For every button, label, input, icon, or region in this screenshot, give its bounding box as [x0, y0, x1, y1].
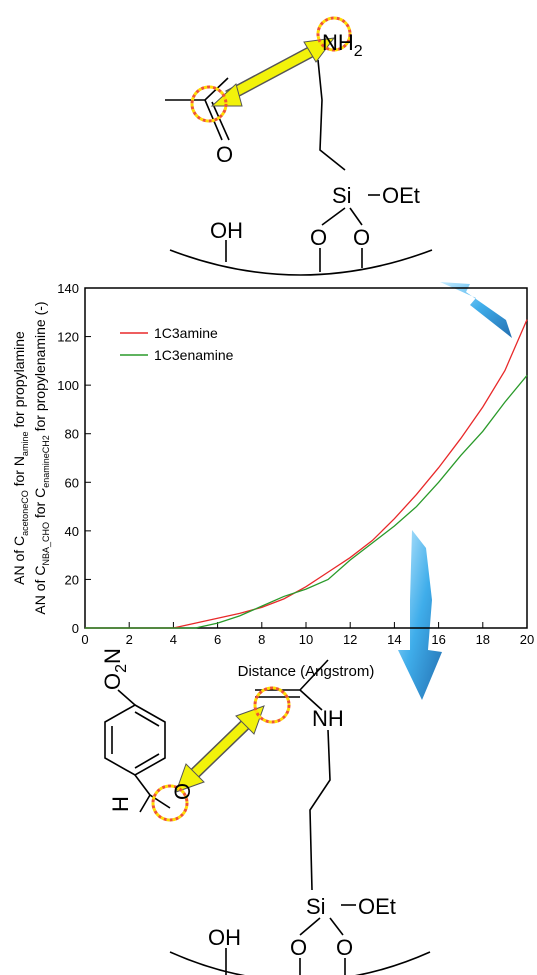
y-label-text: AN of C: [32, 566, 48, 615]
x-tick-label: 8: [258, 632, 265, 647]
y-tick-label: 0: [72, 621, 79, 636]
blue-arrow: [440, 282, 512, 338]
x-tick-label: 4: [170, 632, 177, 647]
y-label-text: for N: [11, 456, 27, 490]
y-tick-label: 60: [65, 475, 79, 490]
amine-text: NH: [322, 30, 354, 55]
x-axis-label: Distance (Angstrom): [238, 663, 375, 680]
y-label-text: for propylenamine (-): [32, 301, 48, 435]
line-series: [85, 319, 528, 629]
y-label-sub: NBA_CHO: [41, 522, 51, 566]
amine-sub: 2: [354, 43, 363, 60]
yellow-arrow: [175, 705, 265, 793]
nitro-label: O2N: [100, 648, 130, 690]
y-tick-label: 40: [65, 524, 79, 539]
x-tick-label: 10: [299, 632, 313, 647]
y-label-text: for C: [32, 488, 48, 522]
atom-label: O: [310, 225, 327, 250]
x-tick-label: 12: [343, 632, 357, 647]
atom-label: O: [216, 142, 233, 167]
x-tick-label: 6: [214, 632, 221, 647]
atom-label: O: [290, 935, 307, 960]
x-tick-label: 16: [431, 632, 445, 647]
bottom-structure: O2N NH H O Si OEt OH O O: [100, 648, 431, 975]
y-label-text: for propylamine: [11, 331, 27, 432]
y-label-text: AN of C: [11, 536, 27, 585]
y-axis-label: AN of CacetoneCO for Namine for propylam…: [11, 331, 30, 585]
y-tick-label: 140: [57, 281, 79, 296]
nitro-text: N: [100, 648, 125, 664]
x-tick-label: 2: [126, 632, 133, 647]
x-tick-label: 18: [476, 632, 490, 647]
atom-label: NH: [312, 706, 344, 731]
line-series: [85, 375, 528, 629]
atom-label: O: [353, 225, 370, 250]
nitro-sub: 2: [113, 664, 130, 673]
atom-label: H: [108, 796, 133, 812]
top-structure: NH2 O Si OEt OH O O: [165, 16, 433, 276]
y-tick-label: 80: [65, 427, 79, 442]
legend-label: 1C3amine: [154, 325, 218, 341]
x-tick-label: 0: [81, 632, 88, 647]
legend-label: 1C3enamine: [154, 347, 234, 363]
atom-label: OH: [210, 218, 243, 243]
blue-arrow: [398, 530, 442, 700]
y-label-sub: enamineCH2: [41, 435, 51, 488]
nitro-text: O: [100, 673, 125, 690]
chart: 0 2 4 6 8 10 12 14 16 18 20 0 20 40 60 80 100 120 140 Dista…: [11, 281, 534, 680]
atom-label: Si: [306, 894, 326, 919]
y-label-sub: acetoneCO: [20, 490, 30, 536]
x-tick-label: 20: [520, 632, 534, 647]
atom-label: OEt: [382, 183, 420, 208]
atom-label: OEt: [358, 894, 396, 919]
atom-label: OH: [208, 925, 241, 950]
atom-label: Si: [332, 183, 352, 208]
atom-label: O: [170, 783, 195, 800]
x-tick-label: 14: [387, 632, 401, 647]
y-tick-label: 20: [65, 572, 79, 587]
y-axis-label: AN of CNBA_CHO for CenamineCH2 for propy…: [32, 301, 51, 614]
y-tick-label: 120: [57, 330, 79, 345]
plot-frame: [84, 287, 528, 629]
y-label-sub: amine: [20, 432, 30, 457]
atom-label: O: [336, 935, 353, 960]
yellow-arrow: [210, 37, 336, 107]
y-tick-label: 100: [57, 378, 79, 393]
amine-label: NH2: [322, 30, 363, 60]
